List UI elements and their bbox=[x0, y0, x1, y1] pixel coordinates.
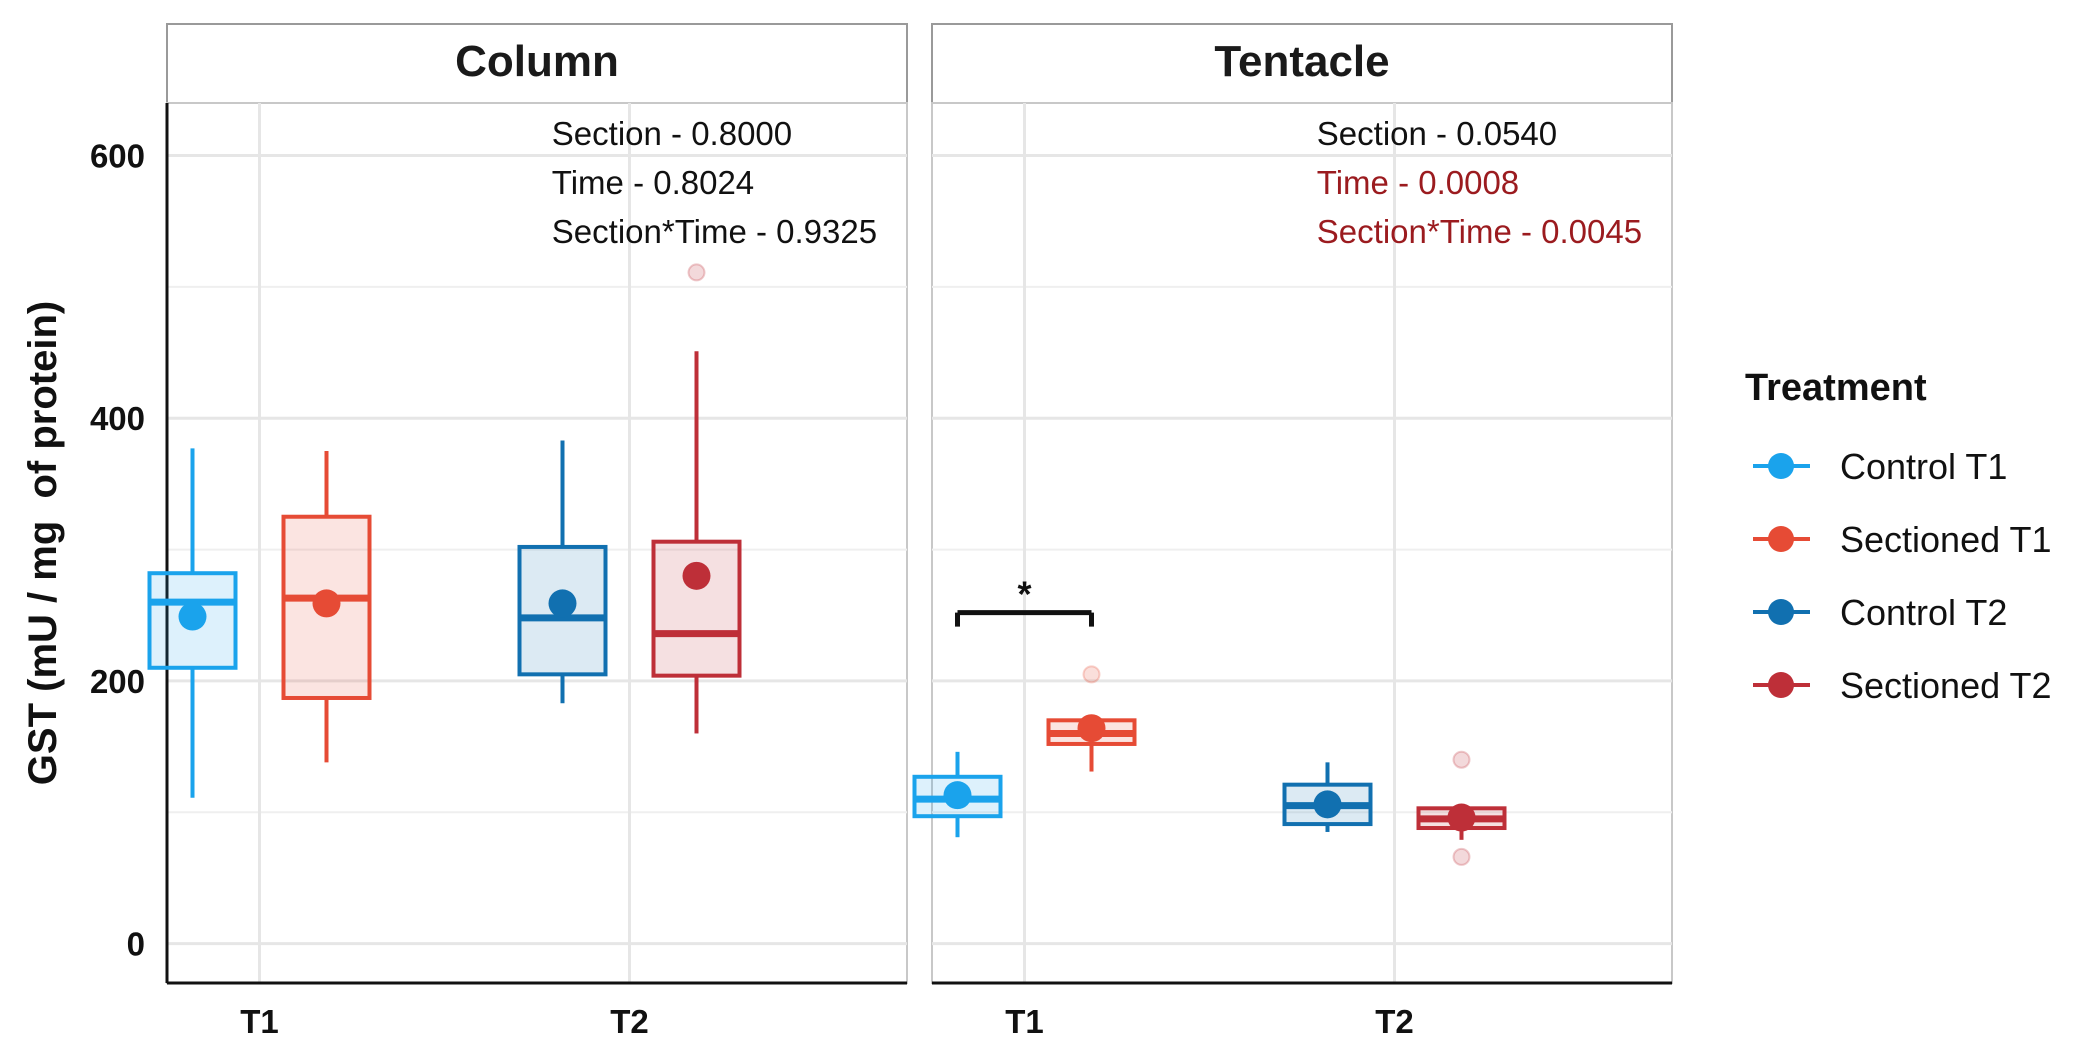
box-control-t2 bbox=[1282, 762, 1373, 832]
x-tick-label: T2 bbox=[610, 1003, 649, 1040]
mean-point bbox=[943, 781, 972, 810]
box-sectioned-t2 bbox=[1416, 750, 1507, 866]
panel-column: Column T1 T2 Section - 0.8000 Time - 0.8024 S… bbox=[147, 23, 908, 1040]
box-control-t1 bbox=[912, 751, 1003, 838]
legend-label: Sectioned T1 bbox=[1840, 519, 2051, 560]
panel-title: Tentacle bbox=[1214, 37, 1389, 86]
x-tick-label: T2 bbox=[1375, 1003, 1414, 1040]
legend-key-point bbox=[1768, 526, 1794, 552]
legend-title: Treatment bbox=[1745, 367, 1927, 409]
mean-point bbox=[1313, 790, 1342, 819]
legend: Treatment Control T1 Sectioned T1 Control T… bbox=[1745, 367, 2051, 706]
box-sectioned-t2 bbox=[651, 263, 742, 734]
y-tick-label: 400 bbox=[90, 400, 145, 437]
panel-strip bbox=[931, 23, 1673, 104]
panel-tentacle: Tentacle T1 T2 Section - 0.0540 Time - 0.000… bbox=[912, 23, 1673, 1040]
mean-point bbox=[548, 589, 577, 618]
mean-point bbox=[312, 589, 341, 618]
mean-point bbox=[682, 561, 711, 590]
significance-label: * bbox=[1017, 574, 1031, 615]
stats-text: Time - 0.0008 bbox=[1317, 164, 1519, 201]
legend-key-point bbox=[1768, 599, 1794, 625]
stats-text: Section - 0.8000 bbox=[552, 115, 792, 152]
y-tick-label: 600 bbox=[90, 138, 145, 175]
box-control-t2 bbox=[517, 440, 608, 704]
legend-key-point bbox=[1768, 672, 1794, 698]
outlier-point bbox=[1082, 665, 1101, 684]
y-tick-label: 0 bbox=[127, 926, 145, 963]
outlier-point bbox=[1452, 750, 1471, 769]
y-axis-title: GST (mU / mg of protein) bbox=[21, 301, 65, 785]
box-sectioned-t1 bbox=[1046, 665, 1137, 772]
panel-strip bbox=[166, 23, 908, 104]
mean-point bbox=[1447, 803, 1476, 832]
plot-area bbox=[166, 102, 908, 984]
stats-text: Section*Time - 0.0045 bbox=[1317, 213, 1642, 250]
box-iqr bbox=[651, 539, 742, 678]
legend-label: Control T1 bbox=[1840, 446, 2007, 487]
box-control-t1 bbox=[147, 448, 238, 798]
y-tick-label: 200 bbox=[90, 663, 145, 700]
legend-key-point bbox=[1768, 453, 1794, 479]
legend-label: Sectioned T2 bbox=[1840, 665, 2051, 706]
mean-point bbox=[1077, 714, 1106, 743]
legend-item: Sectioned T1 bbox=[1753, 519, 2051, 560]
outlier-point bbox=[687, 263, 706, 282]
x-tick-label: T1 bbox=[1005, 1003, 1044, 1040]
significance-bracket: * bbox=[955, 574, 1094, 627]
legend-label: Control T2 bbox=[1840, 592, 2007, 633]
panel-title: Column bbox=[455, 37, 619, 86]
legend-item: Control T1 bbox=[1753, 446, 2007, 487]
legend-item: Sectioned T2 bbox=[1753, 665, 2051, 706]
stats-text: Section*Time - 0.9325 bbox=[552, 213, 877, 250]
stats-text: Section - 0.0540 bbox=[1317, 115, 1557, 152]
stats-text: Time - 0.8024 bbox=[552, 164, 754, 201]
legend-item: Control T2 bbox=[1753, 592, 2007, 633]
mean-point bbox=[178, 602, 207, 631]
box-sectioned-t1 bbox=[281, 451, 372, 763]
plot-area bbox=[931, 102, 1673, 984]
x-tick-label: T1 bbox=[240, 1003, 279, 1040]
outlier-point bbox=[1452, 847, 1471, 866]
